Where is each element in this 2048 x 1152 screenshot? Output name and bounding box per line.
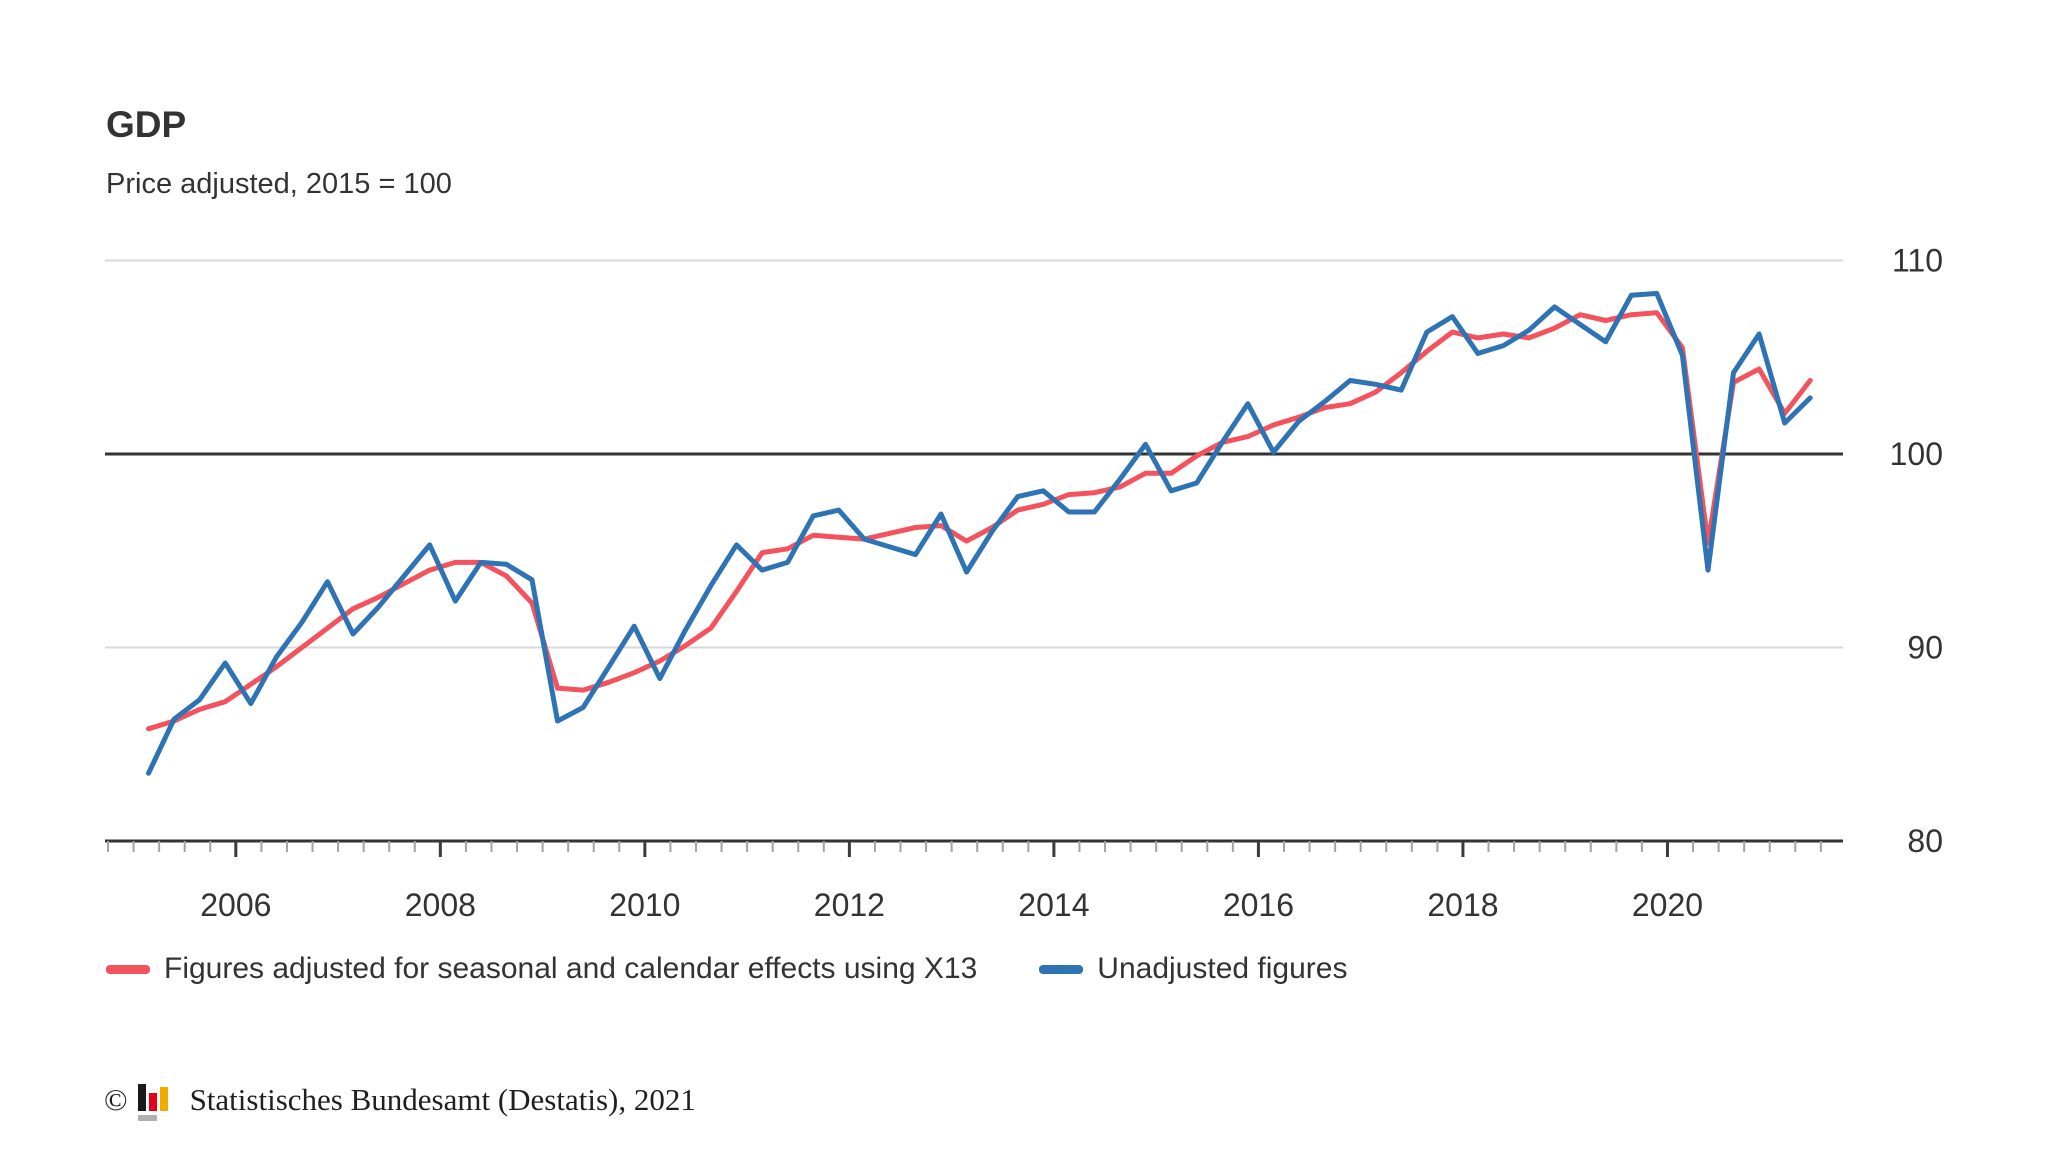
y-axis-label-100: 100 (1890, 436, 1943, 472)
legend-label-adjusted: Figures adjusted for seasonal and calend… (164, 952, 978, 985)
x-axis-label-2020: 2020 (1632, 887, 1703, 923)
page-title: GDP (106, 104, 187, 145)
y-axis-label-80: 80 (1907, 823, 1943, 859)
adjusted-series-swatch (106, 964, 150, 974)
x-axis-label-2008: 2008 (405, 887, 476, 923)
chart-subtitle: Price adjusted, 2015 = 100 (106, 168, 452, 200)
unadjusted-series-line (146, 290, 1813, 776)
x-axis-label-2014: 2014 (1018, 887, 1089, 923)
destatis-logo-icon (137, 1084, 178, 1124)
adjusted-series-line (146, 310, 1813, 732)
legend-label-unadjusted: Unadjusted figures (1097, 952, 1348, 985)
x-axis-label-2010: 2010 (609, 887, 680, 923)
legend-item-adjusted: Figures adjusted for seasonal and calend… (106, 952, 977, 986)
x-axis-label-2006: 2006 (200, 887, 271, 923)
y-axis-label-110: 110 (1892, 243, 1943, 279)
chart-legend: Figures adjusted for seasonal and calend… (106, 952, 1409, 986)
unadjusted-series-swatch (1039, 964, 1084, 974)
legend-item-unadjusted: Unadjusted figures (1039, 952, 1347, 986)
x-axis-label-2018: 2018 (1427, 887, 1498, 923)
source-attribution: © Statistisches Bundesamt (Destatis), 20… (104, 1082, 696, 1124)
x-axis-label-2016: 2016 (1223, 887, 1294, 923)
x-axis-label-2012: 2012 (814, 887, 885, 923)
copyright-symbol: © (104, 1082, 128, 1117)
y-axis-label-90: 90 (1907, 630, 1943, 666)
source-text: Statistisches Bundesamt (Destatis), 2021 (189, 1082, 696, 1117)
